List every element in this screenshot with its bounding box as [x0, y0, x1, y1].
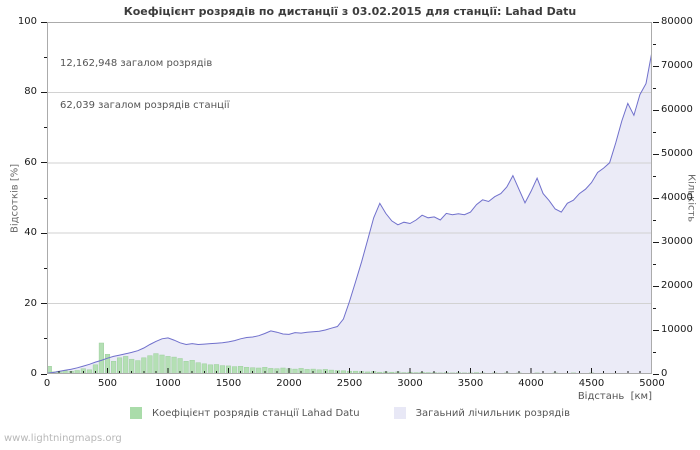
x-tick-label: 3500	[457, 378, 484, 389]
coefficient-bar	[177, 358, 183, 374]
total-area	[47, 51, 652, 374]
y-right-tick-label: 40000	[661, 192, 693, 203]
y-left-tick-label: 100	[17, 16, 37, 27]
total-line	[47, 51, 652, 374]
y-right-tick	[653, 153, 659, 155]
y-right-tick	[653, 241, 659, 243]
coefficient-bar	[129, 358, 135, 374]
y-left-tick-label: 40	[24, 227, 37, 239]
y-right-tick	[653, 285, 659, 287]
y-left-minor-tick	[44, 267, 47, 269]
y-axis-label-left: Відсотків [%]	[9, 163, 21, 233]
y-right-tick-label: 50000	[661, 148, 693, 159]
y-right-tick-label: 60000	[661, 104, 693, 115]
coefficient-bar	[328, 369, 334, 374]
legend: Коефіцієнт розрядів станції Lahad Datu З…	[0, 407, 700, 419]
chart-title: Коефіцієнт розрядів по дистанції з 03.02…	[123, 5, 577, 18]
legend-label-coefficient: Коефіцієнт розрядів станції Lahad Datu	[152, 407, 360, 419]
coefficient-bar	[219, 365, 225, 374]
coefficient-bar	[250, 367, 256, 374]
y-left-tick-label: 0	[30, 368, 37, 379]
y-right-tick	[653, 329, 659, 331]
coefficient-bar	[195, 362, 201, 374]
plot-frame	[47, 22, 652, 374]
legend-item-coefficient: Коефіцієнт розрядів станції Lahad Datu	[130, 407, 360, 419]
watermark: www.lightningmaps.org	[4, 433, 122, 444]
y-left-tick	[41, 162, 47, 164]
y-right-minor-tick	[653, 307, 656, 309]
y-left-tick-label: 60	[24, 156, 37, 168]
coefficient-bar	[213, 364, 219, 374]
annotation-station-strokes: 62,039 загалом розрядів станції	[60, 100, 230, 111]
y-left-tick	[41, 303, 47, 305]
coefficient-bar	[256, 367, 262, 374]
y-right-tick-label: 30000	[661, 236, 693, 247]
coefficient-bar	[292, 368, 298, 374]
y-right-tick	[653, 373, 659, 375]
y-right-tick	[653, 197, 659, 199]
coefficient-bar	[135, 360, 141, 374]
y-right-tick	[653, 65, 659, 67]
y-right-minor-tick	[653, 351, 656, 353]
x-tick-label: 1000	[155, 378, 181, 389]
x-tick-label: 5000	[639, 378, 665, 389]
coefficient-bar	[244, 367, 250, 374]
y-left-tick	[41, 373, 47, 375]
coefficient-bar	[207, 364, 213, 374]
y-left-minor-tick	[44, 338, 47, 340]
legend-label-total: Загаьний лічильник розрядів	[415, 407, 570, 419]
y-left-minor-tick	[44, 127, 47, 129]
y-left-minor-tick	[44, 197, 47, 199]
y-left-minor-tick	[44, 56, 47, 58]
y-right-tick-label: 80000	[661, 16, 693, 27]
y-right-tick	[653, 21, 659, 23]
y-right-tick	[653, 109, 659, 111]
x-tick-label: 4000	[518, 378, 544, 389]
coefficient-bar	[111, 361, 117, 374]
legend-swatch-coefficient	[130, 407, 143, 419]
y-axis-label-right: Кількість	[685, 173, 697, 223]
plot-svg	[47, 22, 652, 374]
y-right-minor-tick	[653, 219, 656, 221]
x-tick-label: 4500	[578, 378, 605, 389]
legend-item-total: Загаьний лічильник розрядів	[393, 407, 570, 419]
y-left-tick-label: 80	[24, 86, 37, 98]
annotation-total-strokes: 12,162,948 загалом розрядів	[60, 58, 213, 69]
coefficient-bar	[74, 370, 80, 374]
x-tick-label: 2000	[276, 378, 302, 389]
coefficient-bar	[353, 370, 359, 374]
y-right-minor-tick	[653, 175, 656, 177]
coefficient-bar	[98, 342, 104, 374]
legend-swatch-total	[393, 407, 406, 419]
y-right-minor-tick	[653, 263, 656, 265]
y-right-tick-label: 70000	[661, 60, 693, 71]
annotation-block: 12,162,948 загалом розрядів 62,039 загал…	[60, 29, 230, 141]
y-right-minor-tick	[653, 131, 656, 133]
plot-area: 12,162,948 загалом розрядів 62,039 загал…	[47, 22, 652, 374]
y-left-tick	[41, 232, 47, 234]
coefficient-bar	[153, 353, 159, 374]
coefficient-bar	[123, 356, 129, 374]
coefficient-bar	[232, 366, 238, 374]
coefficient-bar	[183, 361, 189, 374]
y-left-tick	[41, 21, 47, 23]
x-tick-label: 1500	[215, 378, 242, 389]
x-tick-label: 0	[43, 378, 51, 389]
coefficient-bar	[159, 354, 165, 374]
coefficient-bar	[147, 355, 153, 374]
y-right-tick-label: 0	[661, 368, 668, 379]
y-left-tick	[41, 91, 47, 93]
y-right-tick-label: 20000	[661, 280, 693, 291]
x-axis-label: Відстань [км]	[577, 391, 652, 402]
y-right-tick-label: 10000	[661, 324, 693, 335]
x-tick-label: 2500	[336, 378, 363, 389]
x-tick-label: 500	[97, 378, 118, 389]
coefficient-bar	[280, 367, 286, 374]
y-right-minor-tick	[653, 43, 656, 45]
coefficient-bar	[171, 356, 177, 374]
y-left-tick-label: 20	[24, 297, 37, 309]
y-right-minor-tick	[653, 87, 656, 89]
x-tick-label: 3000	[397, 378, 423, 389]
